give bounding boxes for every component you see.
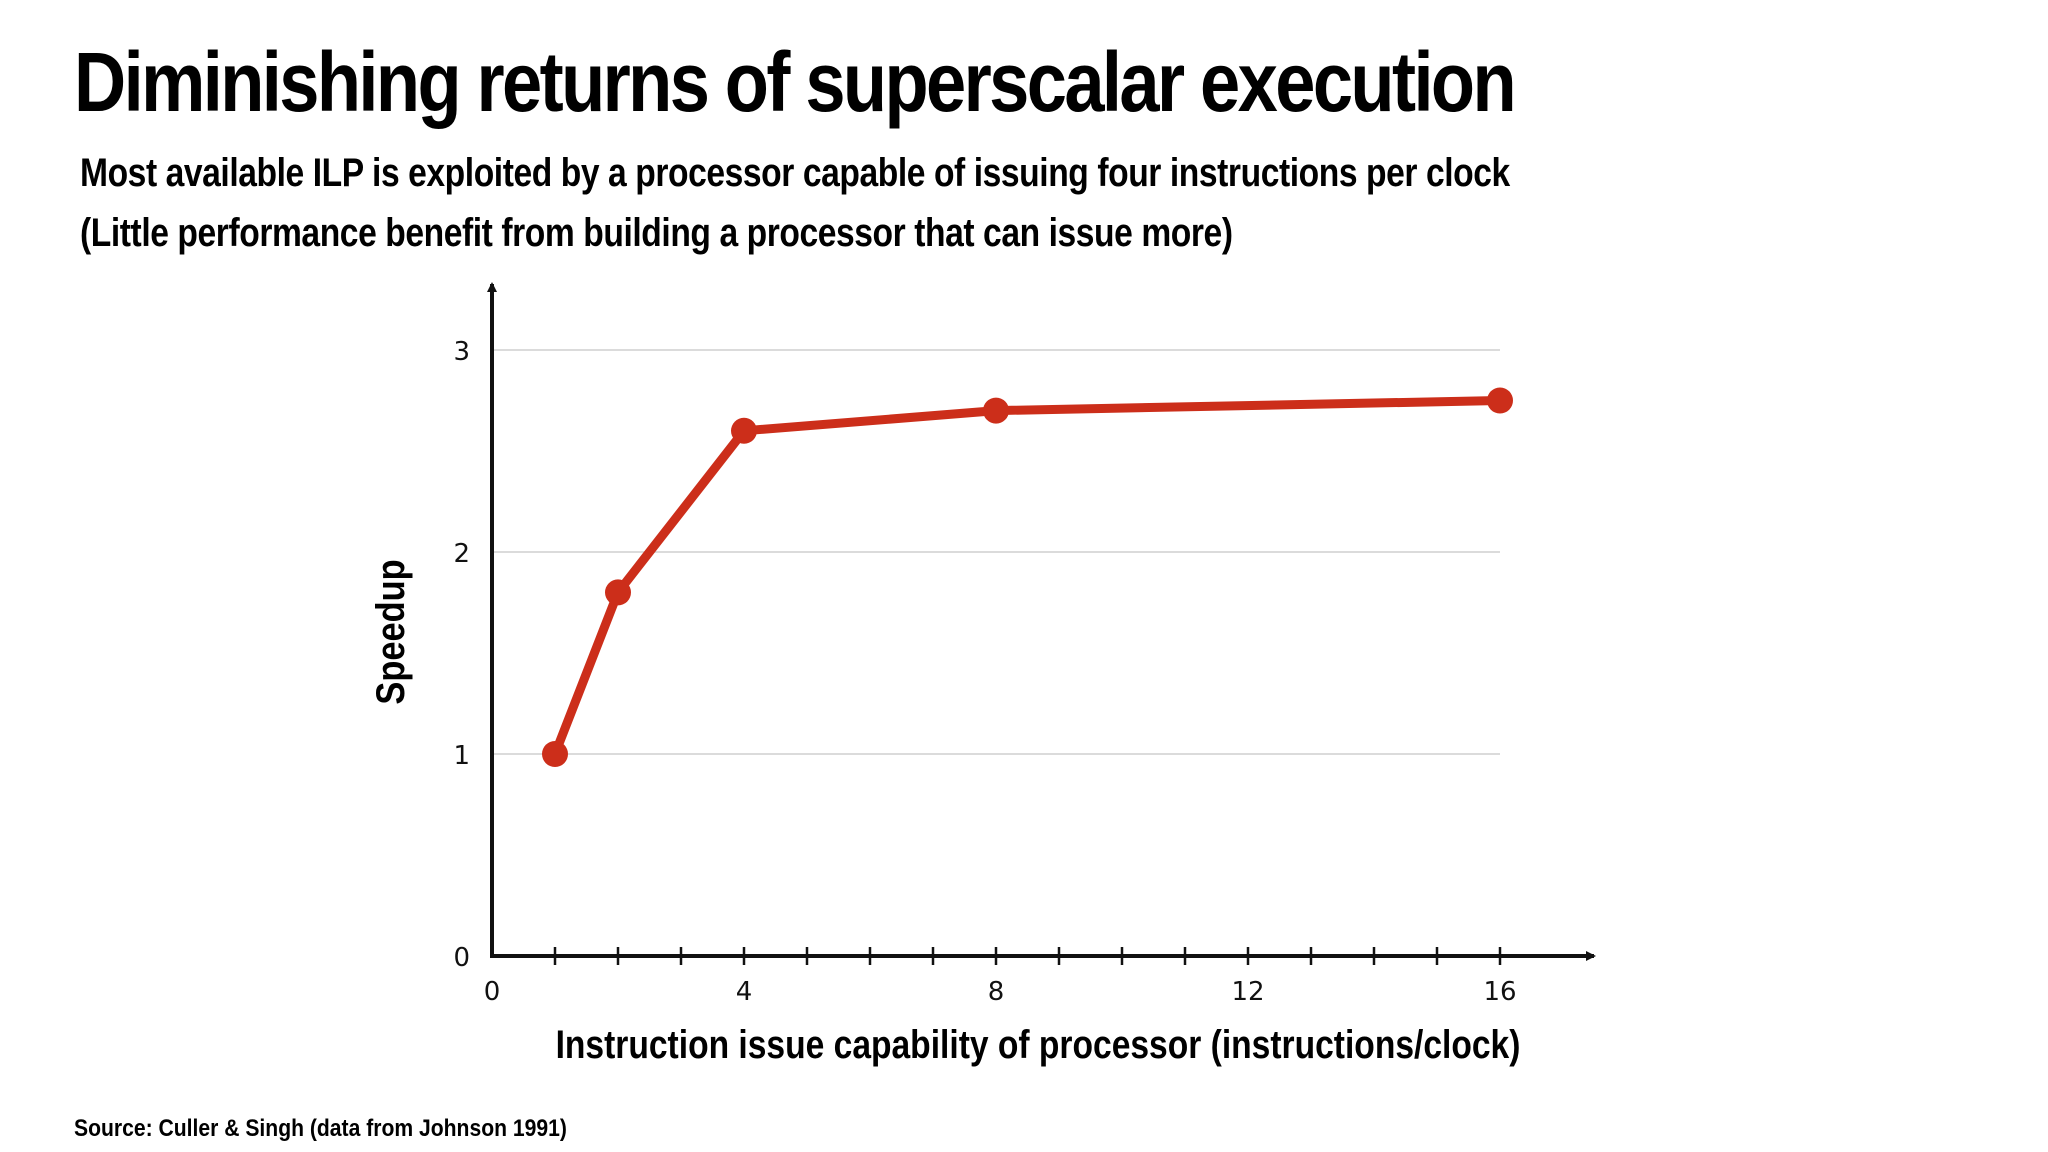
- y-tick-label-3: 3: [453, 337, 470, 367]
- x-tick-label-4: 4: [736, 977, 753, 1007]
- slide-title: Diminishing returns of superscalar execu…: [74, 35, 1517, 129]
- source-note: Source: Culler & Singh (data from Johnso…: [74, 1115, 567, 1142]
- gridlines: [492, 349, 1500, 755]
- y-tick-label-0: 0: [453, 943, 470, 973]
- series-line-0: [550, 396, 1505, 759]
- x-tick-label-0: 0: [484, 977, 501, 1007]
- subtitle-line-2: (Little performance benefit from buildin…: [80, 211, 1233, 255]
- axes: [487, 282, 1596, 961]
- y-axis-title: Speedup: [368, 559, 413, 704]
- subtitle-line-1: Most available ILP is exploited by a pro…: [80, 151, 1510, 195]
- data-point-16: [1487, 387, 1513, 414]
- y-tick-label-1: 1: [453, 741, 470, 771]
- x-tick-label-12: 12: [1231, 977, 1264, 1007]
- data-point-2: [605, 579, 631, 606]
- data-series: [542, 387, 1513, 767]
- x-tick-label-8: 8: [988, 977, 1005, 1007]
- data-point-4: [731, 417, 757, 444]
- data-point-8: [983, 397, 1009, 424]
- data-point-1: [542, 741, 568, 767]
- y-tick-label-2: 2: [453, 539, 470, 569]
- x-axis-title: Instruction issue capability of processo…: [556, 1022, 1521, 1066]
- x-tick-label-16: 16: [1483, 977, 1516, 1007]
